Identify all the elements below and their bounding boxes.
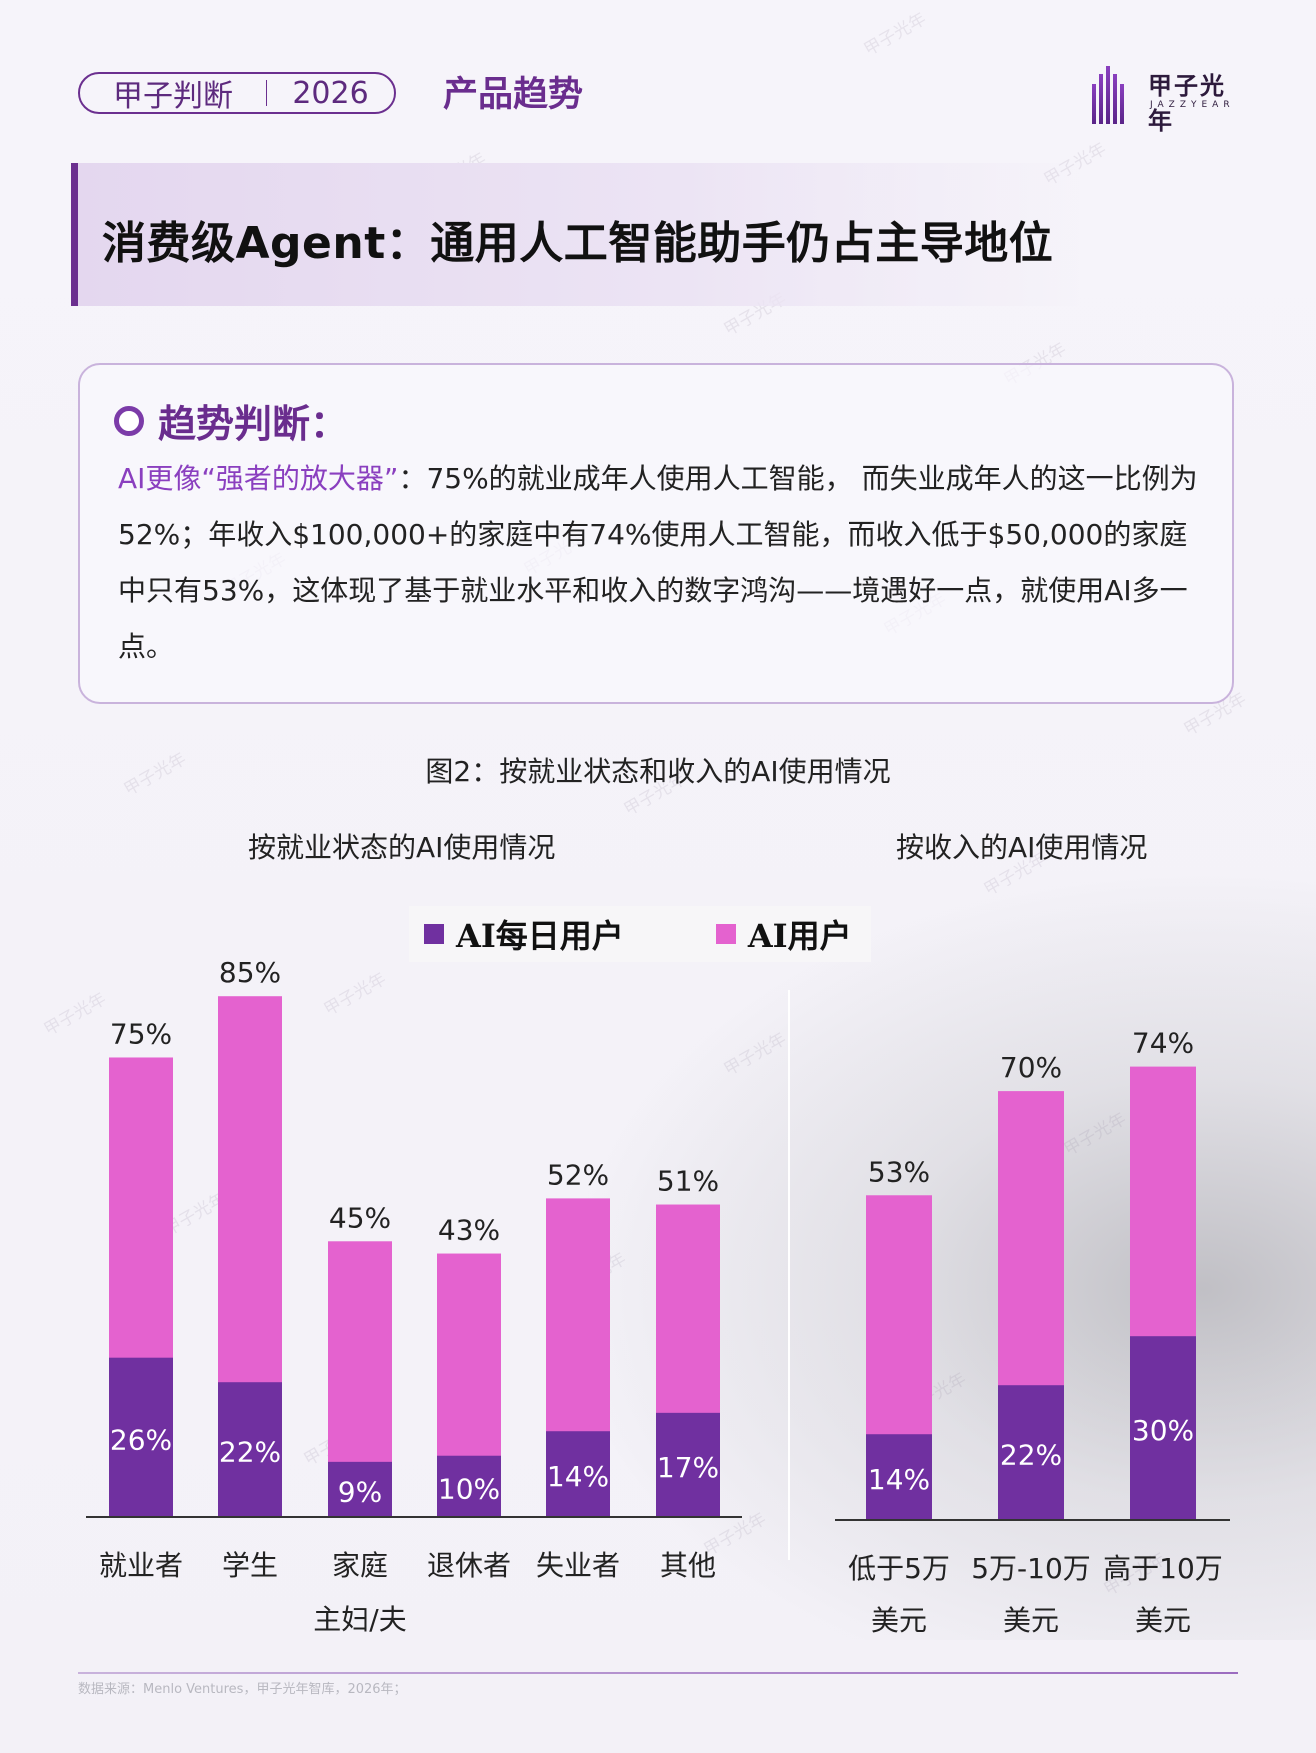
data-label-ai-user: 51% [657,1165,719,1198]
trend-highlight: AI更像“强者的放大器” [118,462,399,495]
data-label-ai-daily: 22% [219,1436,281,1469]
circle-bullet-icon [114,405,144,436]
data-label-ai-daily: 9% [338,1475,382,1508]
bar-ai-daily [1130,1336,1196,1520]
chart-legend: AI每日用户 AI用户 [409,906,871,962]
figure-title: 图2：按就业状态和收入的AI使用情况 [425,755,891,788]
data-label-ai-user: 75% [110,1017,172,1050]
bar-ai-daily [656,1412,720,1517]
data-label-ai-daily: 14% [868,1463,930,1496]
header-pill: 甲子判断 2026 [78,72,396,114]
bar-ai-daily [328,1461,392,1517]
category-label: 主妇/夫 [313,1603,406,1636]
data-label-ai-user: 74% [1132,1027,1194,1060]
legend-swatch-user [715,924,736,944]
data-label-ai-daily: 10% [438,1472,500,1505]
trend-box: 趋势判断： AI更像“强者的放大器”：75%的就业成年人使用人工智能， 而失业成… [78,363,1234,704]
bar-ai-daily [218,1382,282,1517]
category-label: 其他 [660,1549,716,1582]
legend-item-user: AI用户 [715,911,852,957]
category-label: 失业者 [536,1549,620,1582]
trend-body: AI更像“强者的放大器”：75%的就业成年人使用人工智能， 而失业成年人的这一比… [118,451,1208,675]
title-banner: 消费级Agent：通用人工智能助手仍占主导地位 [71,163,1081,306]
trend-heading-text: 趋势判断： [158,402,349,446]
footer-source: 数据来源：Menlo Ventures，甲子光年智库，2026年； [78,1682,407,1697]
bar-ai-daily [998,1385,1064,1520]
category-label: 5万-10万 [971,1552,1091,1585]
chart-employment-title: 按就业状态的AI使用情况 [248,831,556,864]
chart-income-title: 按收入的AI使用情况 [896,831,1148,864]
data-label-ai-user: 70% [1000,1051,1062,1084]
legend-item-daily: AI每日用户 [424,911,624,957]
trend-heading: 趋势判断： [114,393,348,448]
data-label-ai-user: 53% [868,1155,930,1188]
trend-body-text: ：75%的就业成年人使用人工智能， 而失业成年人的这一比例为52%；年收入$10… [118,462,1198,663]
data-label-ai-daily: 30% [1132,1414,1194,1447]
data-label-ai-user: 43% [438,1214,500,1247]
logo-bars-icon [1092,66,1132,124]
header-series-label: 甲子判断 [113,79,233,114]
section-title: 产品趋势 [443,75,584,115]
legend-label-user: AI用户 [747,917,852,955]
page-title: 消费级Agent：通用人工智能助手仍占主导地位 [102,218,1054,269]
data-label-ai-user: 52% [547,1158,609,1191]
legend-swatch-daily [424,924,444,944]
bar-ai-daily [866,1434,932,1520]
data-label-ai-daily: 22% [1000,1439,1062,1472]
category-label: 美元 [1003,1604,1059,1637]
data-label-ai-daily: 26% [110,1423,172,1456]
legend-label-daily: AI每日用户 [456,917,624,955]
header-divider [266,80,267,106]
category-label: 美元 [1135,1604,1191,1637]
category-label: 低于5万 [848,1552,950,1585]
footer-divider [78,1672,1238,1674]
category-label: 美元 [871,1604,927,1637]
data-label-ai-daily: 17% [657,1451,719,1484]
category-label: 高于10万 [1103,1552,1223,1585]
data-label-ai-user: 45% [329,1201,391,1234]
logo: 甲子光年 JAZZYEAR [1092,62,1242,135]
category-label: 退休者 [427,1549,511,1582]
bar-ai-daily [437,1455,501,1517]
logo-en: JAZZYEAR [1150,100,1235,110]
bar-ai-daily [546,1431,610,1517]
category-label: 就业者 [99,1549,183,1582]
bar-ai-daily [109,1357,173,1517]
logo-cn: 甲子光年 [1148,72,1226,135]
category-label: 家庭 [332,1549,388,1582]
header-year: 2026 [292,75,369,111]
data-label-ai-user: 85% [219,956,281,989]
data-label-ai-daily: 14% [547,1460,609,1493]
category-label: 学生 [222,1549,278,1582]
